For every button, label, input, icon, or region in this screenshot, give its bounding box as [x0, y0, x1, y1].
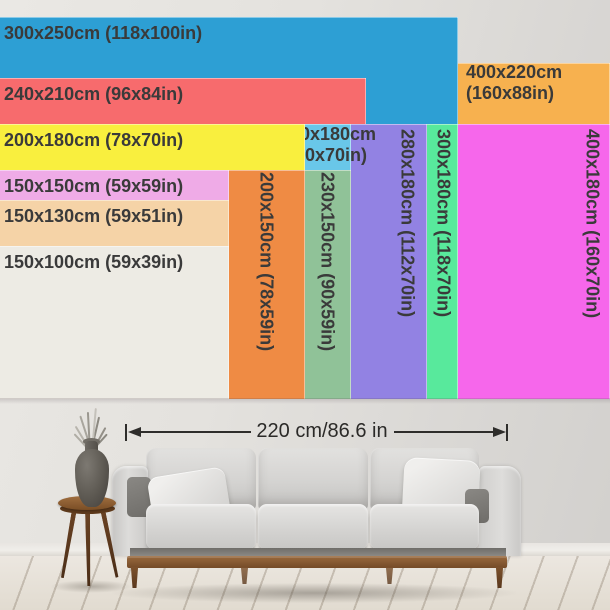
sofa-leg: [495, 567, 504, 588]
size-label-280x180: 280x180cm (112x70in): [397, 129, 418, 318]
rectangles-bottom-shadow: [0, 398, 610, 404]
sofa-leg: [385, 567, 394, 584]
measure-arrowhead-left: [128, 427, 141, 437]
size-rect-150x100: [0, 246, 229, 399]
sofa-floor-shadow: [112, 583, 516, 603]
measure-line-right: [394, 431, 493, 433]
vase: [75, 449, 109, 507]
sofa-seat-cushion: [370, 504, 479, 550]
size-label-230x150: 230x150cm (90x59in): [317, 172, 338, 352]
size-label-300x180: 300x180cm (118x70in): [433, 129, 454, 318]
measure-line-left: [141, 431, 251, 433]
stool-floor-shadow: [50, 580, 132, 593]
sofa-wood-rail: [127, 556, 507, 568]
size-label-400x220: 400x220cm (160x88in): [466, 62, 563, 103]
sofa-under-seat-shadow: [130, 548, 506, 557]
size-label-200x150: 200x150cm (78x59in): [256, 172, 277, 352]
sofa-back-cushion: [258, 448, 368, 510]
measure-tick-left: [125, 424, 127, 441]
sofa-width-label: 220 cm/86.6 in: [256, 420, 388, 442]
size-label-200x180: 200x180cm (78x70in): [4, 130, 184, 150]
sofa-seat-cushion: [146, 504, 256, 550]
size-label-240x210: 240x210cm (96x84in): [4, 84, 184, 105]
sofa-leg: [240, 567, 249, 584]
measure-arrowhead-right: [493, 427, 506, 437]
size-label-150x150: 150x150cm (59x59in): [4, 175, 184, 196]
size-label-300x250: 300x250cm (118x100in): [4, 23, 203, 44]
size-label-150x100: 150x100cm (59x39in): [4, 252, 184, 272]
size-label-150x130: 150x130cm (59x51in): [4, 206, 184, 227]
size-label-400x180: 400x180cm (160x70in): [582, 129, 603, 319]
sofa-seat-cushion: [258, 504, 368, 550]
sofa-leg: [130, 567, 139, 588]
measure-tick-right: [506, 424, 508, 441]
